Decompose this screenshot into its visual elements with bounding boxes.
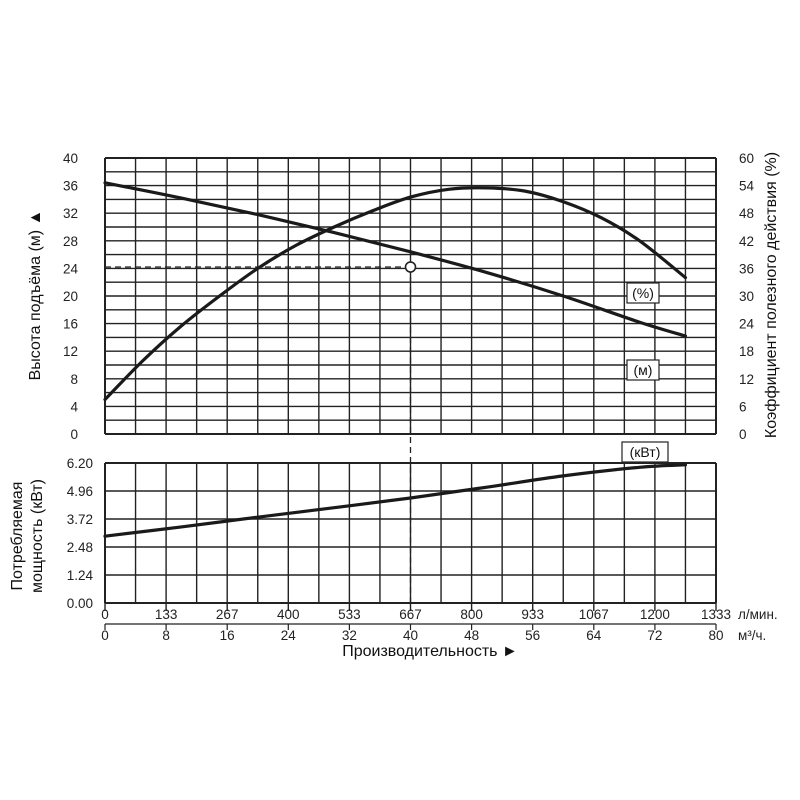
flow-lmin-tick-label: 0 [101, 607, 109, 622]
head-tick-label: 32 [63, 206, 78, 221]
curves [103, 181, 688, 603]
efficiency-tick-label: 54 [739, 179, 755, 194]
flow-m3h-tick-label: 72 [647, 628, 662, 643]
head-tick-label: 36 [63, 179, 78, 194]
flow-m3h-tick-label: 16 [220, 628, 235, 643]
flow-lmin-tick-label: 400 [277, 607, 300, 622]
head-tick-label: 20 [63, 289, 78, 304]
flow-m3h-tick-label: 56 [525, 628, 540, 643]
flow-m3h-unit: м³/ч. [738, 628, 766, 643]
efficiency-tick-label: 42 [739, 234, 754, 249]
flow-m3h-tick-label: 24 [281, 628, 297, 643]
flow-lmin-tick-label: 800 [460, 607, 483, 622]
curve-efficiency [103, 186, 688, 402]
power-tick-label: 1.24 [67, 568, 94, 583]
flow-m3h-tick-label: 80 [708, 628, 723, 643]
power-axis-title-line2: мощность (кВт) [29, 479, 46, 593]
curve-label-box [626, 359, 660, 381]
efficiency-tick-label: 60 [739, 151, 754, 166]
efficiency-axis-title: Коэффициент полезного действия (%) [763, 152, 780, 438]
efficiency-tick-label: 12 [739, 372, 754, 387]
flow-lmin-tick-label: 933 [521, 607, 544, 622]
flow-m3h-tick-label: 40 [403, 628, 418, 643]
power-tick-label: 3.72 [67, 512, 93, 527]
flow-lmin-tick-label: 667 [399, 607, 422, 622]
efficiency-tick-label: 6 [739, 399, 747, 414]
efficiency-tick-label: 48 [739, 206, 754, 221]
curve-label-box [621, 441, 669, 463]
curve-label-box [626, 282, 660, 304]
head-tick-label: 4 [70, 399, 78, 414]
power-tick-label: 2.48 [67, 540, 93, 555]
curve-label-head: (м) [634, 362, 653, 378]
head-tick-label: 40 [63, 151, 78, 166]
flow-lmin-tick-label: 1200 [640, 607, 670, 622]
flow-m3h-tick-label: 64 [586, 628, 602, 643]
curve-head [103, 181, 688, 338]
flow-lmin-tick-label: 1333 [701, 607, 731, 622]
power-tick-label: 0.00 [67, 596, 93, 611]
x-axis-title: Производительность ► [342, 643, 518, 660]
head-tick-label: 24 [63, 261, 79, 276]
head-tick-label: 16 [63, 317, 78, 332]
flow-m3h-tick-label: 32 [342, 628, 357, 643]
head-tick-label: 8 [70, 372, 78, 387]
head-axis-title: Высота подъёма (м) ▲ [27, 210, 44, 381]
flow-m3h-tick-label: 48 [464, 628, 479, 643]
efficiency-tick-label: 24 [739, 317, 755, 332]
power-tick-label: 6.20 [67, 456, 93, 471]
flow-m3h-tick-label: 0 [101, 628, 109, 643]
power-axis-title-line1: Потребляемая [9, 482, 26, 591]
power-tick-label: 4.96 [67, 484, 93, 499]
head-tick-label: 12 [63, 344, 78, 359]
curve-power [103, 463, 688, 538]
flow-lmin-tick-label: 133 [155, 607, 178, 622]
operating-point-marker [404, 261, 417, 273]
flow-lmin-tick-label: 1067 [579, 607, 609, 622]
flow-lmin-tick-label: 267 [216, 607, 239, 622]
head-tick-label: 0 [70, 427, 78, 442]
flow-m3h-tick-label: 8 [162, 628, 170, 643]
curve-label-power: (кВт) [630, 444, 661, 460]
curve-labels: (м) (%) (кВт) [621, 282, 669, 463]
efficiency-tick-label: 18 [739, 344, 754, 359]
efficiency-tick-label: 36 [739, 261, 754, 276]
efficiency-tick-label: 0 [739, 427, 747, 442]
head-tick-label: 28 [63, 234, 78, 249]
curve-label-efficiency: (%) [632, 285, 654, 301]
tick-labels: 0481216202428323640061218243036424854600… [63, 151, 755, 643]
flow-lmin-unit: л/мин. [738, 607, 778, 622]
efficiency-tick-label: 30 [739, 289, 754, 304]
flow-lmin-tick-label: 533 [338, 607, 361, 622]
